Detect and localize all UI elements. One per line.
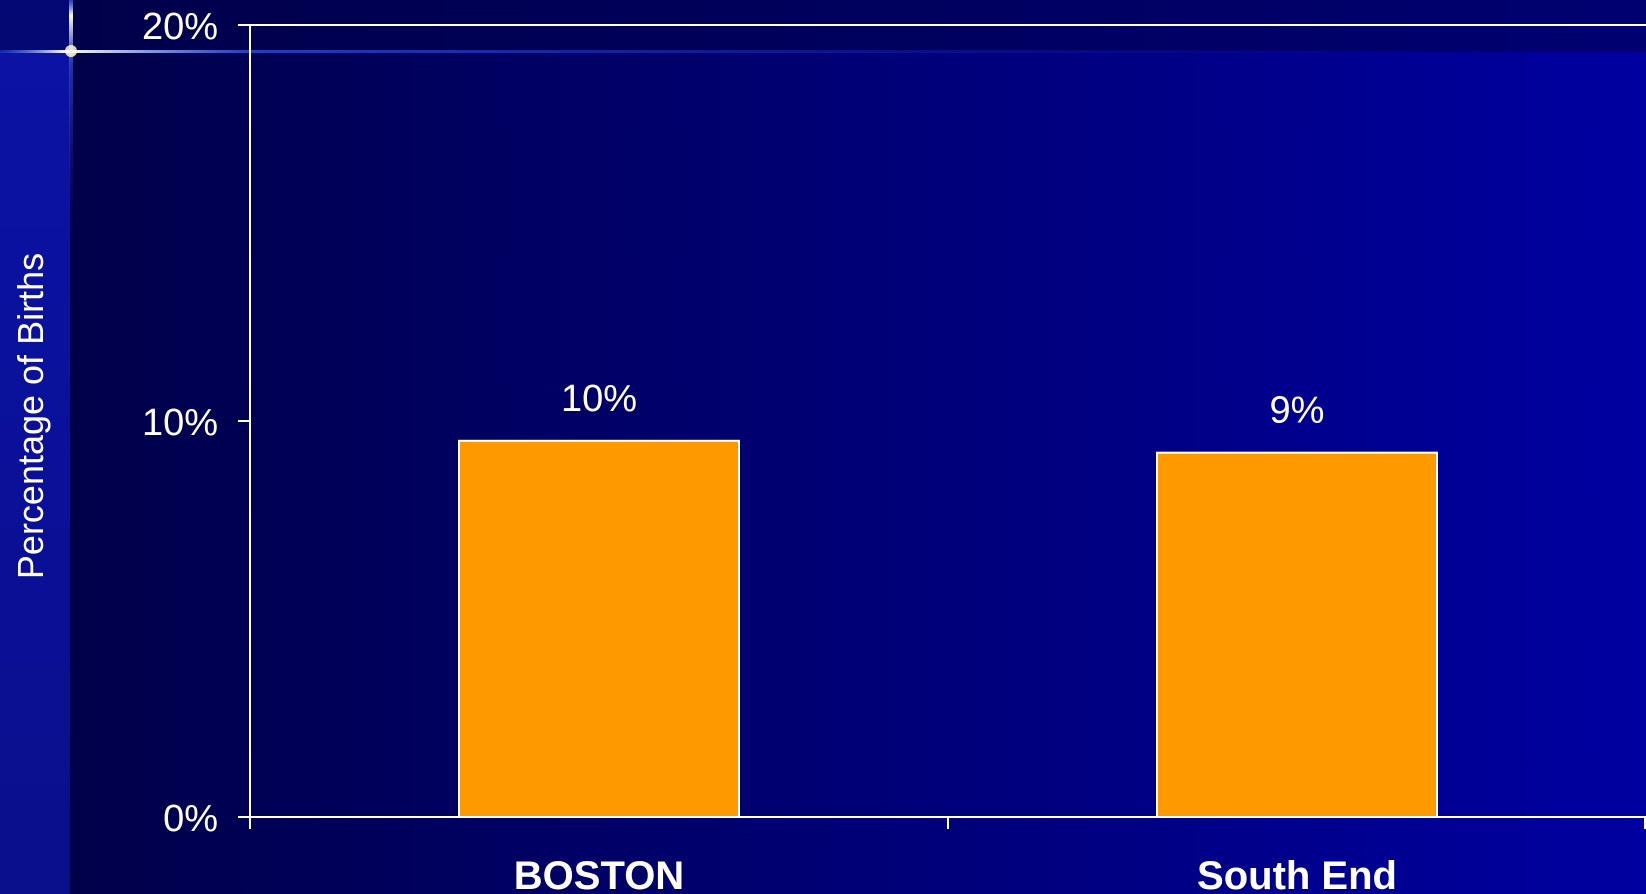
x-tick-label: BOSTON: [514, 854, 684, 894]
y-axis-label: Percentage of Births: [10, 252, 51, 580]
y-tick-label: 0%: [163, 798, 218, 840]
y-tick-label: 20%: [142, 6, 218, 48]
data-label: 10%: [561, 378, 637, 420]
bar-south-end: [1156, 451, 1438, 818]
data-label: 9%: [1270, 390, 1325, 432]
x-tick-label: South End: [1197, 854, 1397, 894]
bar-boston: [458, 439, 740, 818]
y-tick-label: 10%: [142, 402, 218, 444]
